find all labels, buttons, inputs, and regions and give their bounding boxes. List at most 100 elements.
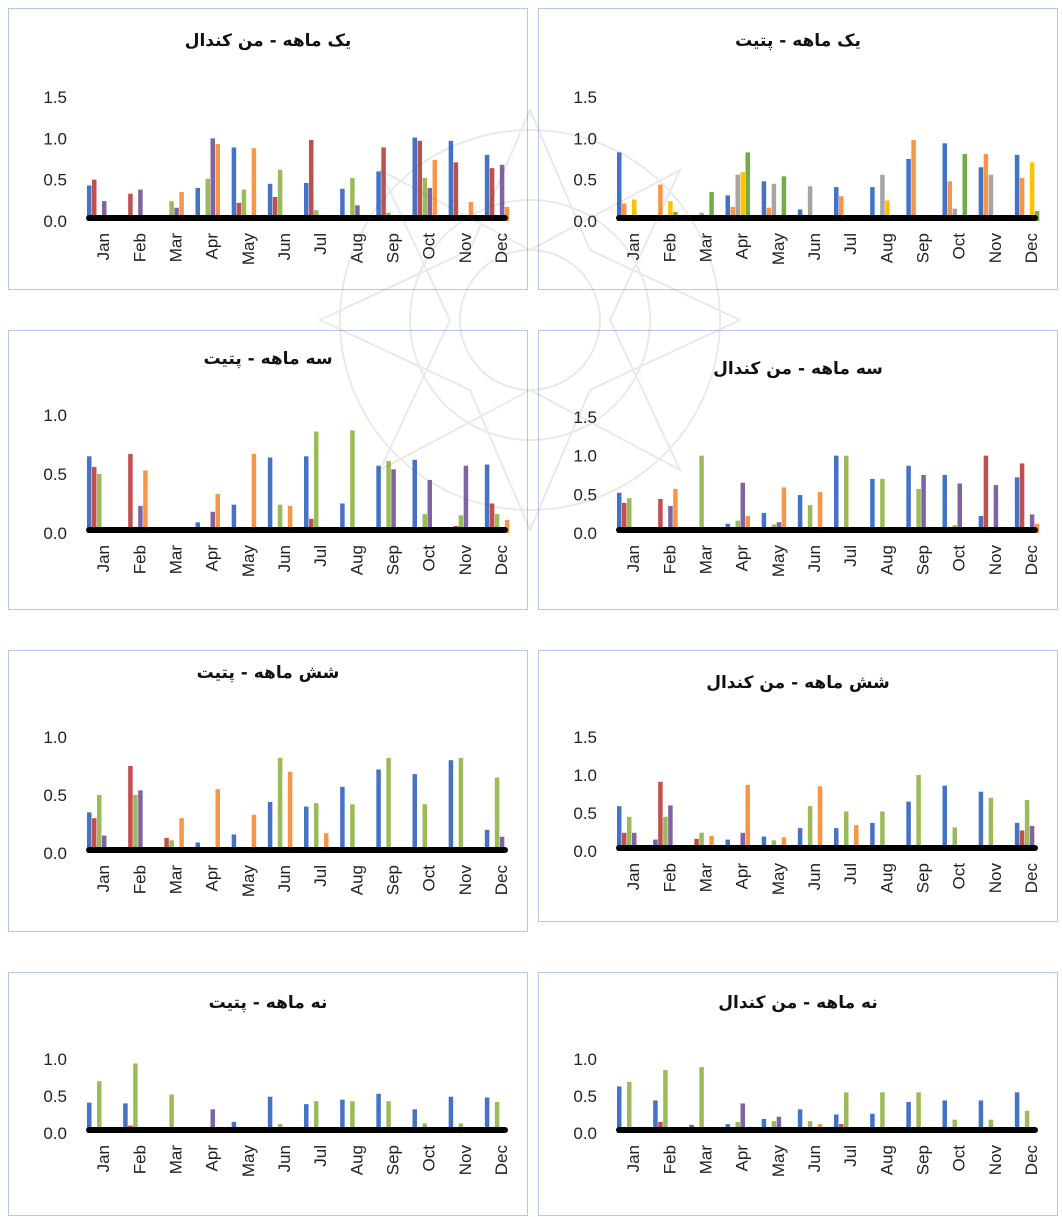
bar xyxy=(870,822,875,851)
x-tick-label: Feb xyxy=(130,865,149,894)
x-tick-label: Jul xyxy=(311,545,330,567)
bar xyxy=(725,195,730,221)
bar xyxy=(906,801,911,851)
bar xyxy=(412,459,417,533)
x-tick-label: Sep xyxy=(383,233,402,263)
bar xyxy=(376,171,381,221)
bar xyxy=(730,206,735,221)
bar xyxy=(458,515,464,533)
y-tick-label: 1.0 xyxy=(43,728,67,747)
bar xyxy=(978,791,984,851)
bar xyxy=(1029,514,1035,533)
bar xyxy=(709,835,714,851)
bar xyxy=(376,465,381,533)
bar xyxy=(761,1118,767,1133)
x-tick-label: May xyxy=(239,865,258,898)
x-tick-label: Feb xyxy=(660,233,679,262)
bar xyxy=(627,1081,632,1133)
bar xyxy=(267,457,273,533)
x-tick-label: Aug xyxy=(877,863,896,893)
x-tick-label: Apr xyxy=(733,863,752,890)
y-tick-label: 0.0 xyxy=(43,212,67,231)
bar xyxy=(314,1101,319,1133)
y-tick-label: 0.0 xyxy=(573,212,597,231)
bar xyxy=(745,784,750,851)
bar xyxy=(102,835,107,853)
bar xyxy=(164,837,169,853)
bar xyxy=(1029,825,1035,851)
bar xyxy=(781,837,787,851)
x-tick-label: Nov xyxy=(456,545,475,576)
bar xyxy=(839,196,844,221)
y-tick-label: 1.0 xyxy=(573,766,597,785)
x-tick-label: Oct xyxy=(950,1145,969,1172)
x-tick-label: Sep xyxy=(913,545,932,575)
bar xyxy=(376,1093,381,1133)
bar xyxy=(340,786,345,853)
bar xyxy=(709,192,714,221)
bar xyxy=(427,187,432,221)
x-tick-label: Jun xyxy=(805,863,824,890)
x-tick-label: Aug xyxy=(877,233,896,263)
bar xyxy=(287,771,293,853)
bar xyxy=(195,187,200,221)
bar xyxy=(123,1103,128,1133)
bar xyxy=(916,1092,921,1133)
x-tick-label: Jan xyxy=(94,1145,113,1172)
bar xyxy=(376,769,381,853)
x-tick-label: Dec xyxy=(1022,1145,1041,1176)
y-tick-label: 1.0 xyxy=(43,129,67,148)
bar xyxy=(885,200,890,221)
x-tick-label: Dec xyxy=(1022,545,1041,576)
chart-plot: 0.0 0.5 1.0 1.5 Jan Feb Mar Apr May Jun Jul Aug Sep O… xyxy=(573,88,1041,265)
x-tick-label: Nov xyxy=(986,233,1005,264)
x-tick-label: Dec xyxy=(1022,863,1041,894)
bar xyxy=(231,504,237,533)
bar xyxy=(1029,162,1035,221)
bar xyxy=(1024,1110,1030,1133)
x-tick-label: Nov xyxy=(986,545,1005,576)
bar xyxy=(617,152,622,221)
y-tick-label: 1.0 xyxy=(43,406,67,425)
bar xyxy=(210,1109,215,1133)
bar xyxy=(448,760,454,853)
x-tick-label: Jan xyxy=(94,233,113,260)
bar xyxy=(267,801,273,853)
bar xyxy=(340,1099,345,1133)
bar xyxy=(133,795,138,853)
chart-title: سه ماهه - من کندال xyxy=(713,359,883,379)
chart-panel-3-month-mann-kendall: سه ماهه - من کندال 0.0 0.5 1.0 1.5 Jan Feb Mar… xyxy=(538,330,1058,610)
bar xyxy=(834,1114,839,1133)
x-tick-label: Feb xyxy=(660,1145,679,1174)
bar xyxy=(735,174,740,221)
bar xyxy=(169,201,174,221)
x-tick-label: May xyxy=(239,233,258,266)
chart-panel-6-month-mann-kendall: شش ماهه - من کندال 0.0 0.5 1.0 1.5 Jan Feb Mar… xyxy=(538,650,1058,922)
x-tick-label: Aug xyxy=(877,545,896,575)
chart-title: شش ماهه - پتیت xyxy=(196,663,340,683)
bar xyxy=(817,492,823,533)
bar xyxy=(988,174,994,221)
bar xyxy=(340,503,345,533)
chart-panel-3-month-pettitt: سه ماهه - پتیت 0.0 0.5 1.0 Jan Feb Mar Apr May J… xyxy=(8,330,528,610)
bar xyxy=(663,816,668,851)
x-tick-label: Jul xyxy=(311,865,330,887)
x-tick-label: Feb xyxy=(130,545,149,574)
bar xyxy=(1019,178,1025,221)
x-tick-label: Dec xyxy=(1022,233,1041,264)
bar xyxy=(422,804,427,853)
x-tick-label: Apr xyxy=(203,545,222,572)
bar xyxy=(942,475,947,533)
bar xyxy=(906,465,911,533)
chart-plot: 0.0 0.5 1.0 Jan Feb Mar Apr May Jun Jul Aug Sep Oct N… xyxy=(43,406,511,577)
bar xyxy=(1014,1092,1020,1133)
bar xyxy=(663,1070,668,1133)
bar xyxy=(87,812,92,853)
bar xyxy=(735,520,740,533)
bar xyxy=(309,139,314,221)
bar xyxy=(978,167,984,221)
bar xyxy=(412,137,417,221)
bar xyxy=(807,505,813,533)
bar xyxy=(210,511,215,533)
bar xyxy=(179,818,184,853)
